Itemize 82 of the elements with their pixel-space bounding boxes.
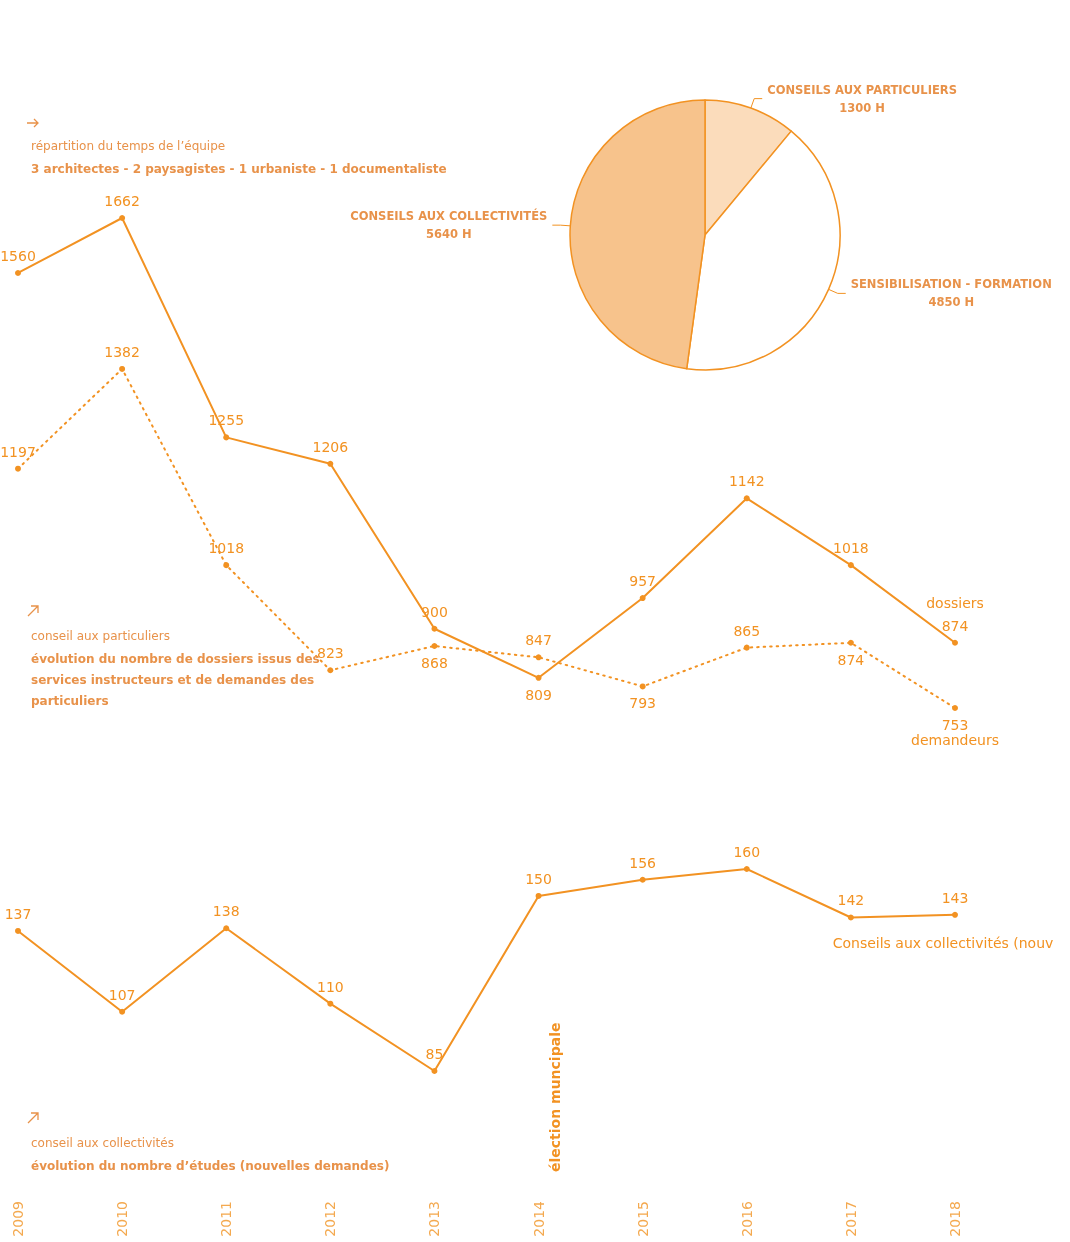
point — [743, 495, 750, 502]
data-label: 142 — [837, 892, 865, 909]
data-label: 874 — [837, 651, 865, 668]
point — [327, 1000, 334, 1007]
slice-label: SENSIBILISATION - FORMATION — [850, 277, 1052, 292]
data-label: 137 — [4, 905, 32, 922]
point — [119, 365, 126, 372]
data-label: 865 — [733, 622, 761, 639]
point — [535, 674, 542, 681]
x-tick-label: 2010 — [114, 1201, 131, 1237]
x-tick-label: 2016 — [738, 1200, 755, 1237]
x-tick-label: 2015 — [634, 1201, 651, 1237]
data-label: 1018 — [833, 540, 869, 557]
text: 3 architectes - 2 paysagistes - 1 urbaniste - 1 documentaliste — [31, 161, 447, 176]
data-label: 156 — [629, 854, 657, 871]
point — [431, 625, 438, 632]
point — [327, 460, 334, 467]
point — [535, 892, 542, 899]
slice-label: CONSEILS AUX COLLECTIVITÉS — [350, 208, 548, 224]
point — [743, 866, 750, 872]
data-label: 1142 — [728, 473, 765, 490]
point — [847, 639, 854, 646]
data-label: 847 — [525, 632, 552, 649]
point — [535, 654, 542, 661]
point — [15, 465, 21, 472]
point — [119, 215, 126, 221]
point — [15, 269, 21, 276]
text: conseil aux collectivités — [31, 1136, 174, 1150]
text: évolution du nombre d’études (nouvelles demandes) — [31, 1158, 390, 1173]
series-label: Conseils aux collectivités (nouv — [832, 934, 1054, 951]
data-label: 753 — [941, 717, 969, 733]
data-label: 150 — [525, 870, 552, 887]
data-label: 1197 — [0, 443, 36, 460]
x-tick-label: 2009 — [10, 1201, 26, 1237]
point — [639, 683, 646, 690]
data-label: 160 — [733, 844, 761, 860]
data-label: 110 — [316, 978, 344, 995]
data-label: 4850 H — [928, 295, 975, 310]
data-label: 1206 — [312, 438, 349, 455]
series-label: dossiers — [926, 594, 984, 611]
data-label: 107 — [108, 986, 136, 1003]
point — [743, 644, 750, 651]
x-tick-label: 2017 — [842, 1201, 859, 1237]
data-label: 138 — [212, 903, 240, 920]
data-label: 957 — [629, 573, 657, 590]
point — [431, 643, 438, 650]
data-label: 1560 — [0, 247, 36, 264]
point — [327, 667, 334, 674]
text: répartition du temps de l’équipe — [31, 139, 226, 153]
data-label: 1300 H — [839, 100, 885, 115]
x-tick-label: 2011 — [218, 1201, 235, 1237]
annotation: élection muncipale — [547, 1022, 563, 1172]
x-tick-label: 2013 — [426, 1201, 443, 1237]
data-label: 809 — [525, 686, 552, 703]
point — [639, 876, 646, 883]
slice-label: CONSEILS AUX PARTICULIERS — [767, 82, 957, 97]
point — [431, 1068, 438, 1074]
point — [952, 911, 958, 918]
point — [119, 1008, 126, 1015]
data-label: 85 — [425, 1046, 444, 1062]
text: conseil aux particuliers — [31, 629, 170, 643]
point — [15, 927, 21, 934]
point — [847, 562, 854, 569]
data-label: 868 — [421, 655, 448, 672]
point — [223, 562, 230, 569]
x-tick-label: 2012 — [322, 1201, 339, 1237]
point — [639, 595, 646, 602]
text: demandeurs — [910, 732, 1000, 748]
point — [223, 925, 230, 932]
data-label: 143 — [941, 889, 969, 906]
data-label: 5640 H — [425, 227, 472, 242]
data-label: 793 — [629, 695, 657, 712]
data-label: 1018 — [208, 540, 245, 557]
x-tick-label: 2018 — [947, 1201, 963, 1237]
point — [952, 639, 958, 646]
point — [952, 705, 958, 711]
x-tick-label: 2014 — [530, 1200, 547, 1237]
data-label: 1662 — [104, 193, 140, 209]
data-label: 1382 — [104, 343, 140, 360]
data-label: 874 — [941, 617, 969, 634]
point — [847, 914, 854, 921]
point — [223, 434, 230, 441]
